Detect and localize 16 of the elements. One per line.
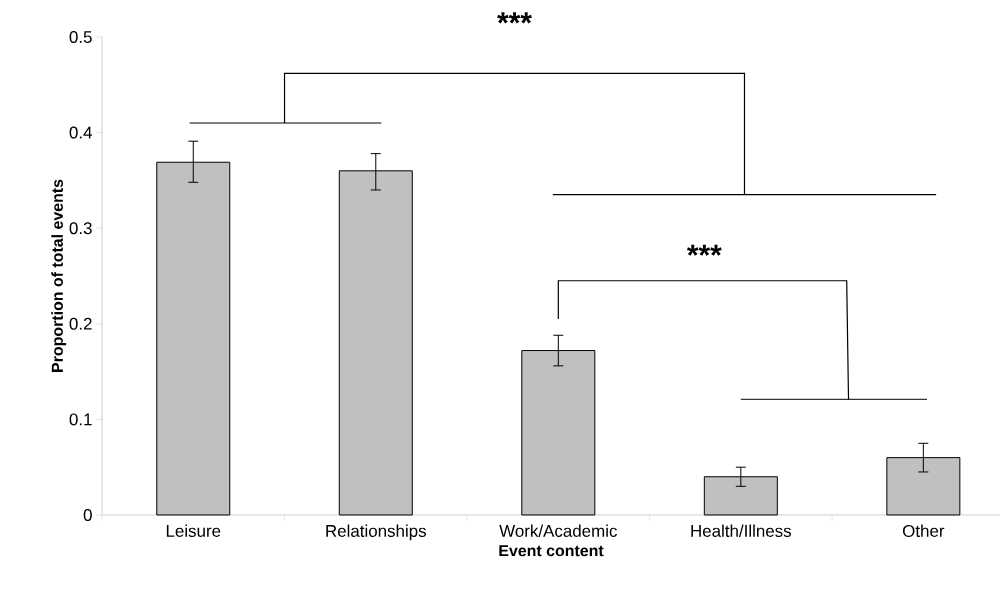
y-tick-label: 0.4 (69, 126, 92, 139)
x-axis-title: Event content (499, 545, 604, 557)
y-tick-label: 0.3 (69, 222, 92, 235)
y-tick-label: 0.5 (69, 30, 92, 43)
y-axis-title: Proportion of total events (51, 179, 67, 372)
x-tick-label: Health/Illness (691, 524, 792, 537)
x-tick-label: Leisure (166, 524, 221, 537)
bar (156, 161, 231, 516)
annotation: *** (686, 244, 722, 256)
y-tick-label: 0.1 (69, 413, 92, 426)
x-tick-label: Other (902, 524, 945, 537)
y-tick-label: 0 (83, 508, 92, 521)
x-tick-label: Work/Academic (499, 524, 617, 537)
x-tick-label: Relationships (326, 524, 426, 541)
y-tick-label: 0.2 (69, 317, 92, 330)
text: *** (497, 12, 532, 24)
